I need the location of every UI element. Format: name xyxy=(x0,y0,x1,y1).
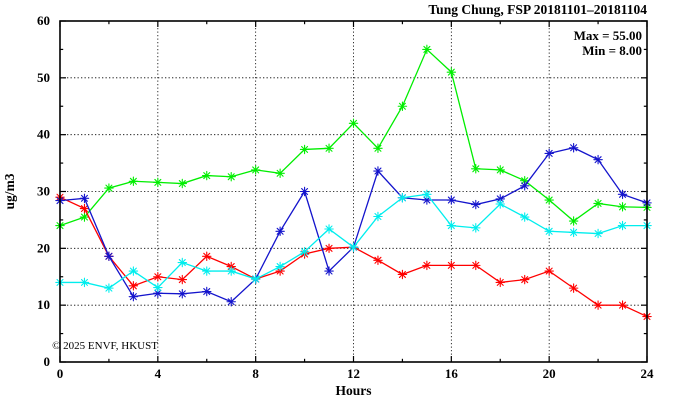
svg-text:20: 20 xyxy=(37,240,50,255)
svg-text:0: 0 xyxy=(57,366,64,381)
svg-text:10: 10 xyxy=(37,297,50,312)
svg-text:0: 0 xyxy=(44,354,51,369)
svg-text:Max = 55.00: Max = 55.00 xyxy=(574,28,642,43)
svg-text:50: 50 xyxy=(37,70,50,85)
svg-text:30: 30 xyxy=(37,184,50,199)
svg-text:40: 40 xyxy=(37,127,50,142)
svg-text:Min = 8.00: Min = 8.00 xyxy=(582,43,642,58)
svg-text:16: 16 xyxy=(445,366,459,381)
svg-text:4: 4 xyxy=(155,366,162,381)
svg-text:Tung Chung, FSP 20181101–20181: Tung Chung, FSP 20181101–20181104 xyxy=(428,2,647,17)
svg-text:60: 60 xyxy=(37,13,50,28)
svg-text:24: 24 xyxy=(641,366,655,381)
svg-text:12: 12 xyxy=(347,366,360,381)
svg-text:ug/m3: ug/m3 xyxy=(2,173,17,209)
svg-text:20: 20 xyxy=(543,366,556,381)
svg-text:© 2025 ENVF, HKUST: © 2025 ENVF, HKUST xyxy=(52,340,158,352)
svg-text:Hours: Hours xyxy=(335,383,371,398)
svg-text:8: 8 xyxy=(252,366,259,381)
